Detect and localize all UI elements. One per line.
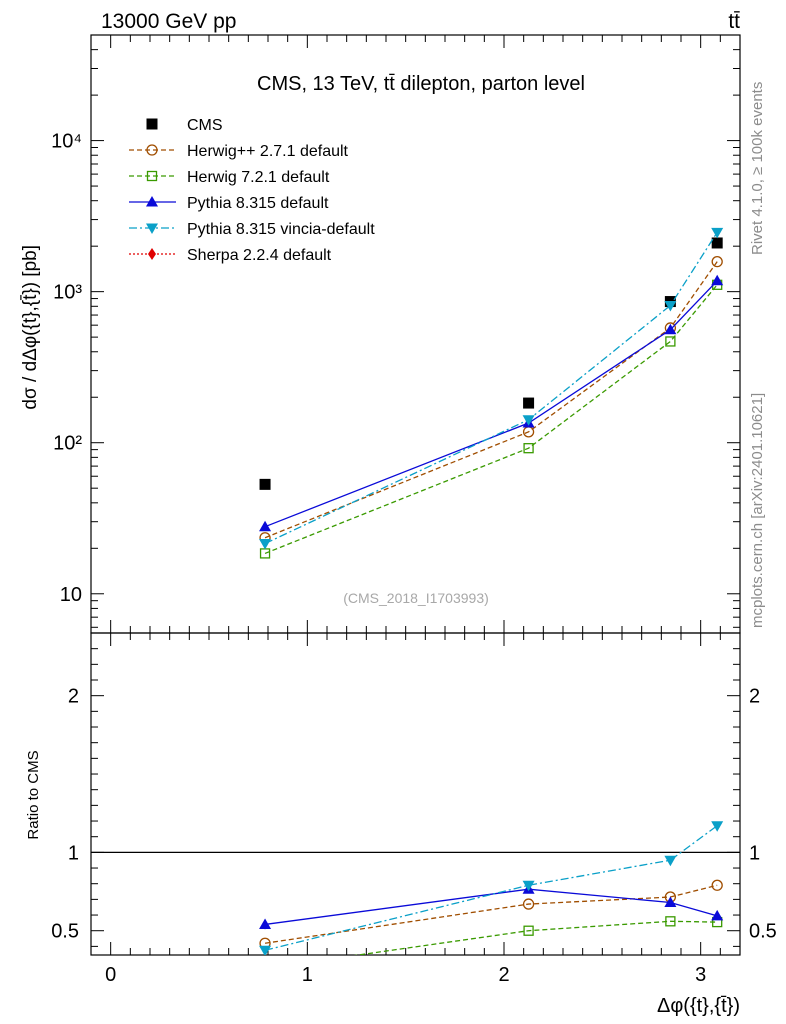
legend-label-herwig7: Herwig 7.2.1 default bbox=[187, 169, 330, 186]
ratio-point-herwig7 bbox=[665, 916, 676, 927]
data-point-pythia bbox=[259, 520, 272, 532]
ratio-plot: 0.5 0.5 1 1 2 2 0 1 2 3 Δφ({t},{t̄}) Ratio to CMS bbox=[25, 632, 777, 1017]
data-point-herwig7 bbox=[523, 443, 534, 454]
legend-label-pythia: Pythia 8.315 default bbox=[187, 195, 329, 212]
energy-label: 13000 GeV pp bbox=[101, 10, 236, 33]
legend-marker-vincia bbox=[146, 223, 158, 234]
data-point-vincia bbox=[522, 415, 535, 426]
plot-title: CMS, 13 TeV, tt̄ dilepton, parton level bbox=[257, 73, 585, 95]
y-tick-label: 10³ bbox=[53, 282, 82, 304]
ratio-y-tick-label: 1 bbox=[68, 842, 79, 864]
ratio-point-vincia bbox=[522, 880, 535, 892]
ratio-series-group bbox=[259, 821, 724, 973]
ratio-line-herwig7 bbox=[353, 920, 718, 955]
data-point-cms bbox=[259, 478, 271, 490]
x-axis-label: Δφ({t},{t̄}) bbox=[657, 995, 740, 1017]
data-point-vincia bbox=[664, 300, 677, 312]
legend-marker-pythia bbox=[146, 196, 158, 207]
ratio-frame bbox=[90, 632, 741, 956]
data-point-cms bbox=[523, 397, 535, 409]
y-tick-label: 10² bbox=[53, 433, 82, 455]
series-line-herwigpp bbox=[264, 261, 718, 539]
ratio-line-vincia bbox=[264, 825, 718, 951]
y-tick-label: 10⁴ bbox=[51, 131, 82, 153]
data-point-cms bbox=[711, 237, 723, 249]
ratio-point-herwigpp bbox=[522, 898, 535, 910]
legend-marker-herwig7 bbox=[146, 170, 158, 182]
ratio-point-vincia bbox=[664, 855, 677, 867]
ratio-point-herwig7 bbox=[261, 964, 270, 973]
ratio-y-tick-label-right: 1 bbox=[749, 842, 760, 864]
ratio-line-herwigpp bbox=[264, 884, 718, 944]
ratio-point-vincia bbox=[711, 821, 724, 832]
ratio-point-pythia bbox=[259, 918, 272, 929]
legend-marker-cms bbox=[146, 118, 158, 130]
data-point-vincia bbox=[711, 227, 724, 239]
data-point-vincia bbox=[259, 539, 272, 550]
series-line-pythia bbox=[264, 280, 718, 528]
x-tick-label: 1 bbox=[302, 964, 313, 986]
analysis-watermark: (CMS_2018_I1703993) bbox=[343, 590, 489, 606]
ratio-point-vincia bbox=[259, 945, 272, 955]
legend-label-sherpa: Sherpa 2.2.4 default bbox=[187, 247, 332, 264]
y-tick-label: 10 bbox=[60, 584, 82, 606]
data-point-pythia bbox=[664, 323, 677, 335]
data-point-herwig7 bbox=[665, 336, 676, 347]
series-line-vincia bbox=[264, 231, 718, 545]
data-point-herwigpp bbox=[711, 255, 723, 268]
ratio-y-axis-label: Ratio to CMS bbox=[25, 750, 42, 839]
legend-label-herwigpp: Herwig++ 2.7.1 default bbox=[187, 143, 349, 160]
legend-label-vincia: Pythia 8.315 vincia-default bbox=[187, 221, 375, 238]
ratio-y-tick-label-right: 2 bbox=[749, 686, 760, 708]
rivet-version-label: Rivet 4.1.0, ≥ 100k events bbox=[749, 82, 766, 255]
main-plot: 10 10² 10³ 10⁴ dσ / dΔφ({t},{t̄}) [pb] CMS, 1… bbox=[20, 34, 741, 634]
ratio-y-tick-label-right: 0.5 bbox=[749, 921, 777, 943]
ratio-point-pythia bbox=[664, 896, 677, 908]
ratio-y-tick-label: 2 bbox=[68, 686, 79, 708]
ratio-line-pythia bbox=[264, 888, 718, 926]
series-line-herwig7 bbox=[264, 284, 718, 555]
process-label: tt̄ bbox=[728, 10, 740, 33]
x-tick-label: 2 bbox=[498, 964, 509, 986]
x-tick-label: 3 bbox=[695, 964, 706, 986]
legend-marker-herwigpp bbox=[146, 144, 158, 156]
mcplots-label: mcplots.cern.ch [arXiv:2401.10621] bbox=[749, 393, 766, 628]
data-point-pythia bbox=[711, 274, 724, 286]
ratio-y-tick-label: 0.5 bbox=[51, 921, 79, 943]
legend-marker-sherpa bbox=[148, 248, 156, 260]
ratio-point-pythia bbox=[711, 909, 724, 921]
legend-label-cms: CMS bbox=[187, 117, 223, 134]
ratio-point-herwig7 bbox=[523, 925, 534, 936]
x-tick-label: 0 bbox=[105, 964, 116, 986]
y-axis-label: dσ / dΔφ({t},{t̄}) [pb] bbox=[20, 245, 41, 410]
ratio-point-herwigpp bbox=[711, 879, 723, 891]
